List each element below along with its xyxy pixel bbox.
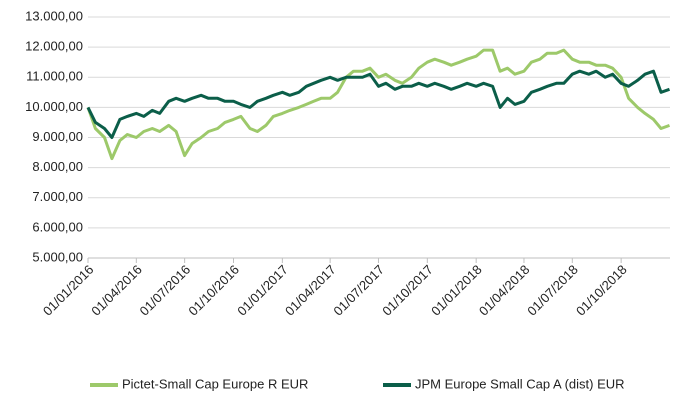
x-tick-label: 01/01/2017 bbox=[234, 262, 291, 319]
legend-label: JPM Europe Small Cap A (dist) EUR bbox=[415, 376, 625, 391]
y-tick-label: 7.000,00 bbox=[32, 189, 83, 204]
x-tick-label: 01/07/2018 bbox=[524, 262, 581, 319]
legend-label: Pictet-Small Cap Europe R EUR bbox=[122, 376, 308, 391]
x-tick-label: 01/10/2017 bbox=[379, 262, 436, 319]
x-tick-label: 01/07/2016 bbox=[137, 262, 194, 319]
y-tick-label: 5.000,00 bbox=[32, 249, 83, 264]
y-tick-label: 11.000,00 bbox=[26, 69, 83, 84]
y-tick-label: 10.000,00 bbox=[25, 99, 83, 114]
y-tick-label: 9.000,00 bbox=[32, 129, 83, 144]
x-tick-label: 01/04/2018 bbox=[476, 262, 533, 319]
x-tick-label: 01/01/2018 bbox=[428, 262, 485, 319]
x-tick-label: 01/10/2016 bbox=[185, 262, 242, 319]
y-tick-label: 8.000,00 bbox=[32, 159, 83, 174]
series-line bbox=[86, 48, 671, 161]
x-tick-label: 01/07/2017 bbox=[330, 262, 387, 319]
y-tick-label: 12.000,00 bbox=[25, 39, 83, 54]
y-tick-label: 6.000,00 bbox=[32, 219, 83, 234]
y-tick-label: 13.000,00 bbox=[25, 8, 83, 23]
x-tick-label: 01/04/2016 bbox=[88, 262, 145, 319]
x-tick-label: 01/01/2016 bbox=[40, 262, 97, 319]
x-tick-label: 01/04/2017 bbox=[282, 262, 339, 319]
x-tick-label: 01/10/2018 bbox=[573, 262, 630, 319]
series-line bbox=[86, 69, 670, 139]
